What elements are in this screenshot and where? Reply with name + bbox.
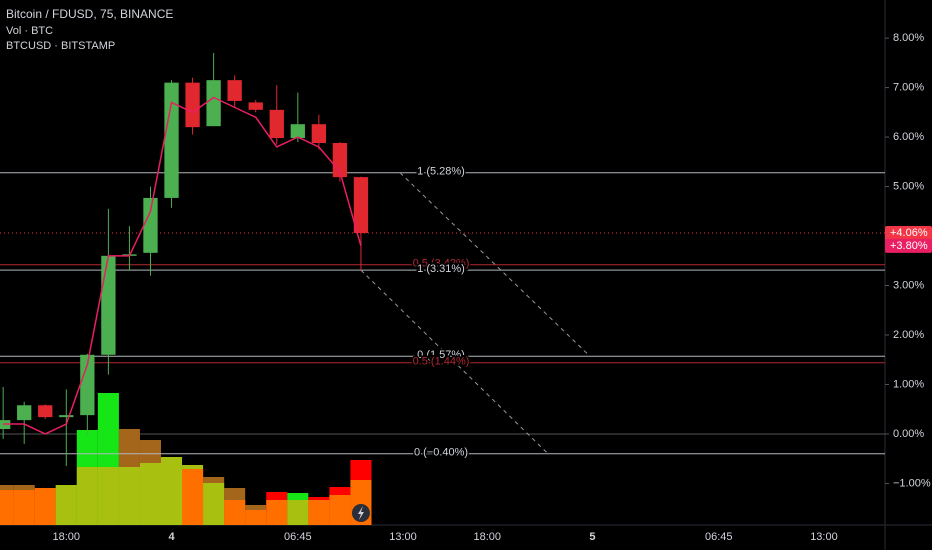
- x-tick-label: 4: [168, 531, 175, 543]
- candle-body: [227, 80, 242, 101]
- candle-body: [206, 80, 221, 127]
- indicator-label: Vol · BTC: [6, 25, 53, 37]
- volume-bar: [13, 490, 35, 525]
- y-tick-label: 0.00%: [893, 428, 924, 440]
- candle-body: [290, 124, 305, 139]
- chart-title: Bitcoin / FDUSD, 75, BINANCE: [6, 7, 173, 21]
- candle-body: [164, 82, 179, 198]
- candle-body: [17, 405, 32, 421]
- alert-icon: [357, 506, 364, 520]
- fib-label: 0.5 (1.44%): [413, 356, 470, 368]
- y-tick-label: −1.00%: [893, 477, 931, 489]
- fib-label: 0.5 (3.42%): [413, 258, 470, 270]
- volume-bar: [287, 500, 309, 525]
- volume-bar: [245, 510, 267, 525]
- volume-bar: [0, 490, 14, 525]
- volume-bar: [182, 469, 204, 525]
- trend-line: [360, 269, 549, 455]
- volume-bar: [329, 495, 351, 525]
- y-tick-label: 6.00%: [893, 131, 924, 143]
- volume-bar: [97, 467, 119, 525]
- candle-body: [269, 109, 284, 139]
- volume-bar: [308, 500, 330, 525]
- candle-body: [185, 82, 200, 128]
- indicator-label: BTCUSD · BITSTAMP: [6, 40, 115, 52]
- volume-bar: [224, 500, 246, 525]
- candle-body: [80, 354, 95, 416]
- candle-body: [38, 405, 53, 418]
- x-tick-label: 06:45: [284, 531, 312, 543]
- y-tick-label: 1.00%: [893, 378, 924, 390]
- volume-bar: [34, 488, 56, 525]
- volume-bar: [139, 463, 162, 525]
- candle-body: [248, 102, 263, 110]
- x-tick-label: 5: [589, 531, 595, 543]
- candle-body: [143, 197, 158, 253]
- candle-body: [59, 415, 74, 418]
- volume-bar: [118, 467, 140, 525]
- fib-label: 1 (5.28%): [417, 166, 465, 178]
- y-tick-label: 2.00%: [893, 329, 924, 341]
- x-tick-label: 18:00: [473, 531, 501, 543]
- price-tag: [885, 238, 932, 253]
- price-tag-label: +3.80%: [890, 240, 928, 252]
- fib-label: 0 (−0.40%): [414, 447, 468, 459]
- fib-label: 0 (1.57%): [417, 349, 465, 361]
- fib-label: 1 (3.31%): [417, 263, 465, 275]
- y-tick-label: 5.00%: [893, 180, 924, 192]
- volume-bar: [55, 485, 77, 525]
- x-tick-label: 18:00: [53, 531, 81, 543]
- x-tick-label: 06:45: [705, 531, 733, 543]
- price-tag-label: +4.06%: [890, 227, 928, 239]
- candle-body: [101, 255, 116, 355]
- compare-line: [3, 96, 362, 435]
- candle-body: [311, 124, 327, 144]
- volume-bar: [161, 465, 183, 525]
- x-tick-label: 13:00: [810, 531, 838, 543]
- y-tick-label: 8.00%: [893, 32, 924, 44]
- y-tick-label: 3.00%: [893, 279, 924, 291]
- candle-body: [353, 177, 369, 234]
- volume-bar: [266, 500, 288, 525]
- volume-bar: [203, 483, 225, 525]
- x-tick-label: 13:00: [389, 531, 417, 543]
- y-tick-label: 7.00%: [893, 81, 924, 93]
- volume-bar: [76, 467, 98, 525]
